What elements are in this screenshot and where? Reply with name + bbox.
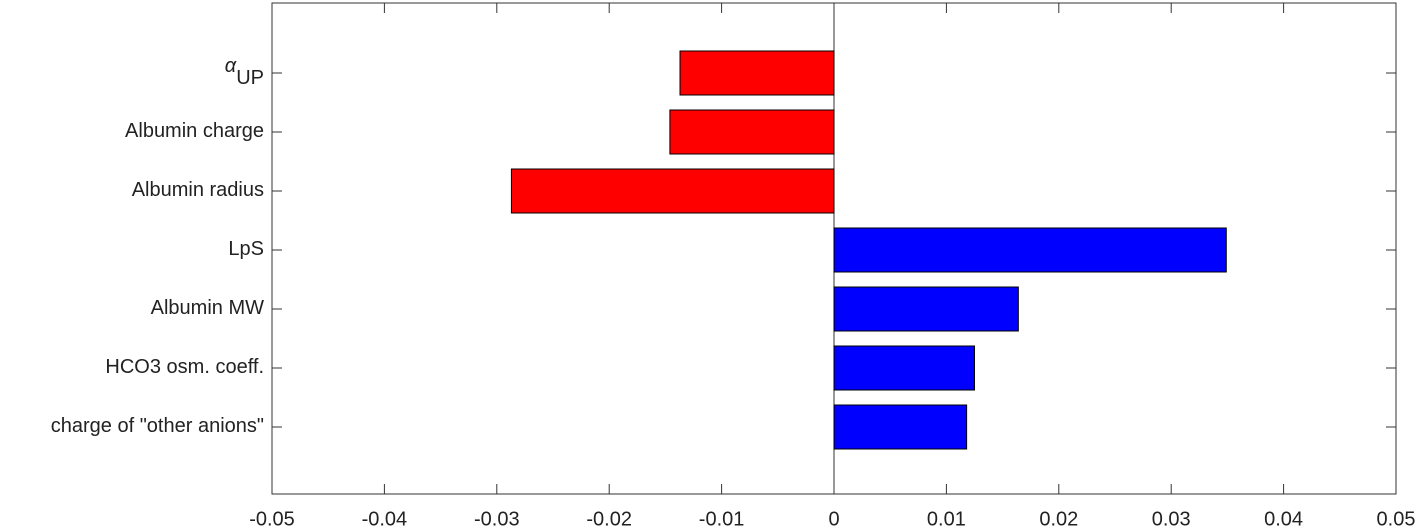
x-tick-label: -0.02 <box>586 508 632 530</box>
category-label: charge of "other anions" <box>51 415 264 437</box>
bar <box>679 50 835 96</box>
y-tick-label: LpS <box>228 238 264 260</box>
bar <box>833 404 968 450</box>
category-label: LpS <box>228 238 264 260</box>
y-tick-label: αUP <box>225 55 264 89</box>
category-label: α <box>225 55 237 77</box>
x-tick-label: 0.05 <box>1377 508 1416 530</box>
x-tick-label: 0.02 <box>1039 508 1078 530</box>
bar <box>833 286 1019 332</box>
bar <box>833 227 1227 273</box>
x-tick-label: -0.04 <box>362 508 408 530</box>
bar <box>833 345 975 391</box>
category-label: HCO3 osm. coeff. <box>105 356 264 378</box>
x-tick-label: -0.05 <box>249 508 295 530</box>
bar <box>669 109 835 155</box>
y-tick-label: charge of "other anions" <box>51 415 264 437</box>
y-tick-label: Albumin radius <box>132 179 264 201</box>
x-tick-label: 0.04 <box>1264 508 1303 530</box>
y-tick-label: HCO3 osm. coeff. <box>105 356 264 378</box>
x-tick-label: 0.03 <box>1152 508 1191 530</box>
y-tick-label: Albumin MW <box>151 297 264 319</box>
bar <box>510 168 835 214</box>
x-tick-label: -0.03 <box>474 508 520 530</box>
y-tick-label: Albumin charge <box>125 120 264 142</box>
x-tick-label: -0.01 <box>699 508 745 530</box>
x-tick-label: 0 <box>828 508 839 530</box>
category-subscript: UP <box>236 67 264 89</box>
category-label: Albumin charge <box>125 120 264 142</box>
x-tick-label: 0.01 <box>927 508 966 530</box>
category-label: Albumin MW <box>151 297 264 319</box>
category-label: Albumin radius <box>132 179 264 201</box>
